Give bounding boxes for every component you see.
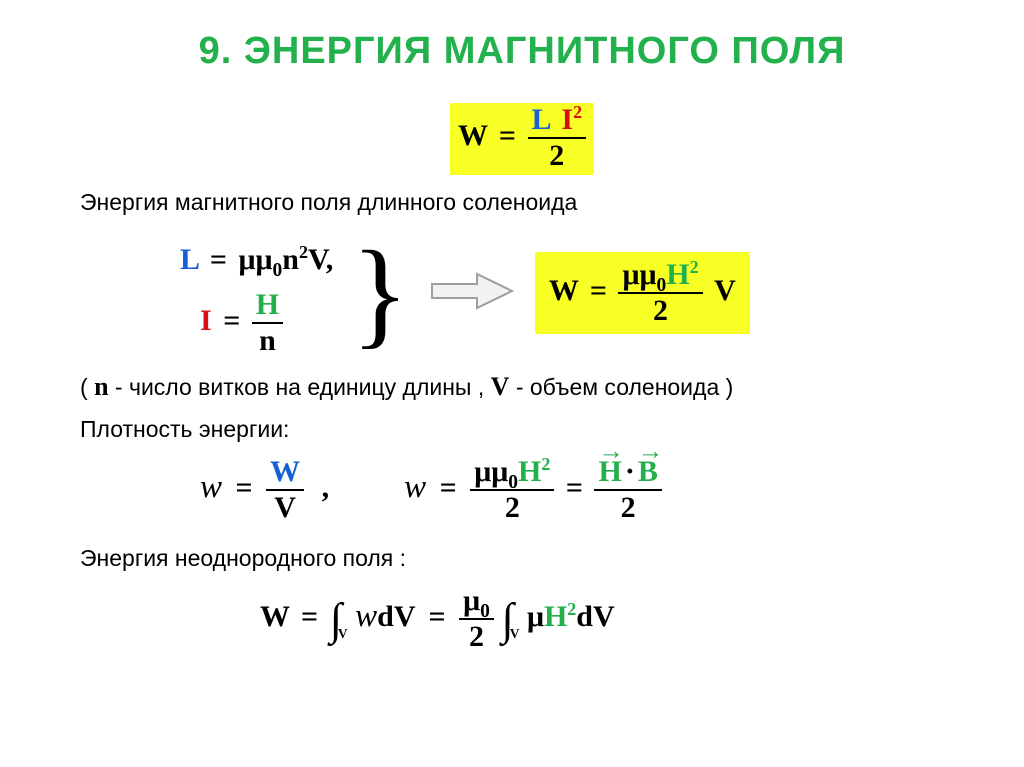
label-solenoid-energy: Энергия магнитного поля длинного соленои… xyxy=(80,189,984,216)
slide-title: 9. ЭНЕРГИЯ МАГНИТНОГО ПОЛЯ xyxy=(60,30,984,73)
formula-I: I = H n xyxy=(200,290,333,356)
label-energy-density: Плотность энергии: xyxy=(80,416,984,443)
formula-energy-basic: W = L I2 2 xyxy=(60,103,984,175)
slide: 9. ЭНЕРГИЯ МАГНИТНОГО ПОЛЯ W = L I2 2 Эн… xyxy=(0,0,1024,767)
formula-L: L = μμ0n2V, xyxy=(180,230,333,290)
arrow-icon xyxy=(427,266,517,321)
brace-icon: } xyxy=(351,245,409,341)
formula-nonuniform: W = ∫V wdV = μ0 2 ∫V μH2dV xyxy=(260,586,984,652)
formula-W-solenoid: W = μμ0H2 2 V xyxy=(535,252,750,334)
label-nonuniform: Энергия неоднородного поля : xyxy=(80,545,984,572)
note-definitions: ( n - число витков на единицу длины , V … xyxy=(80,372,984,402)
formula-density: w = W V , w = μμ0H2 2 = H·B 2 xyxy=(200,457,984,523)
derivation-row: L = μμ0n2V, I = H n } W = xyxy=(180,230,984,356)
